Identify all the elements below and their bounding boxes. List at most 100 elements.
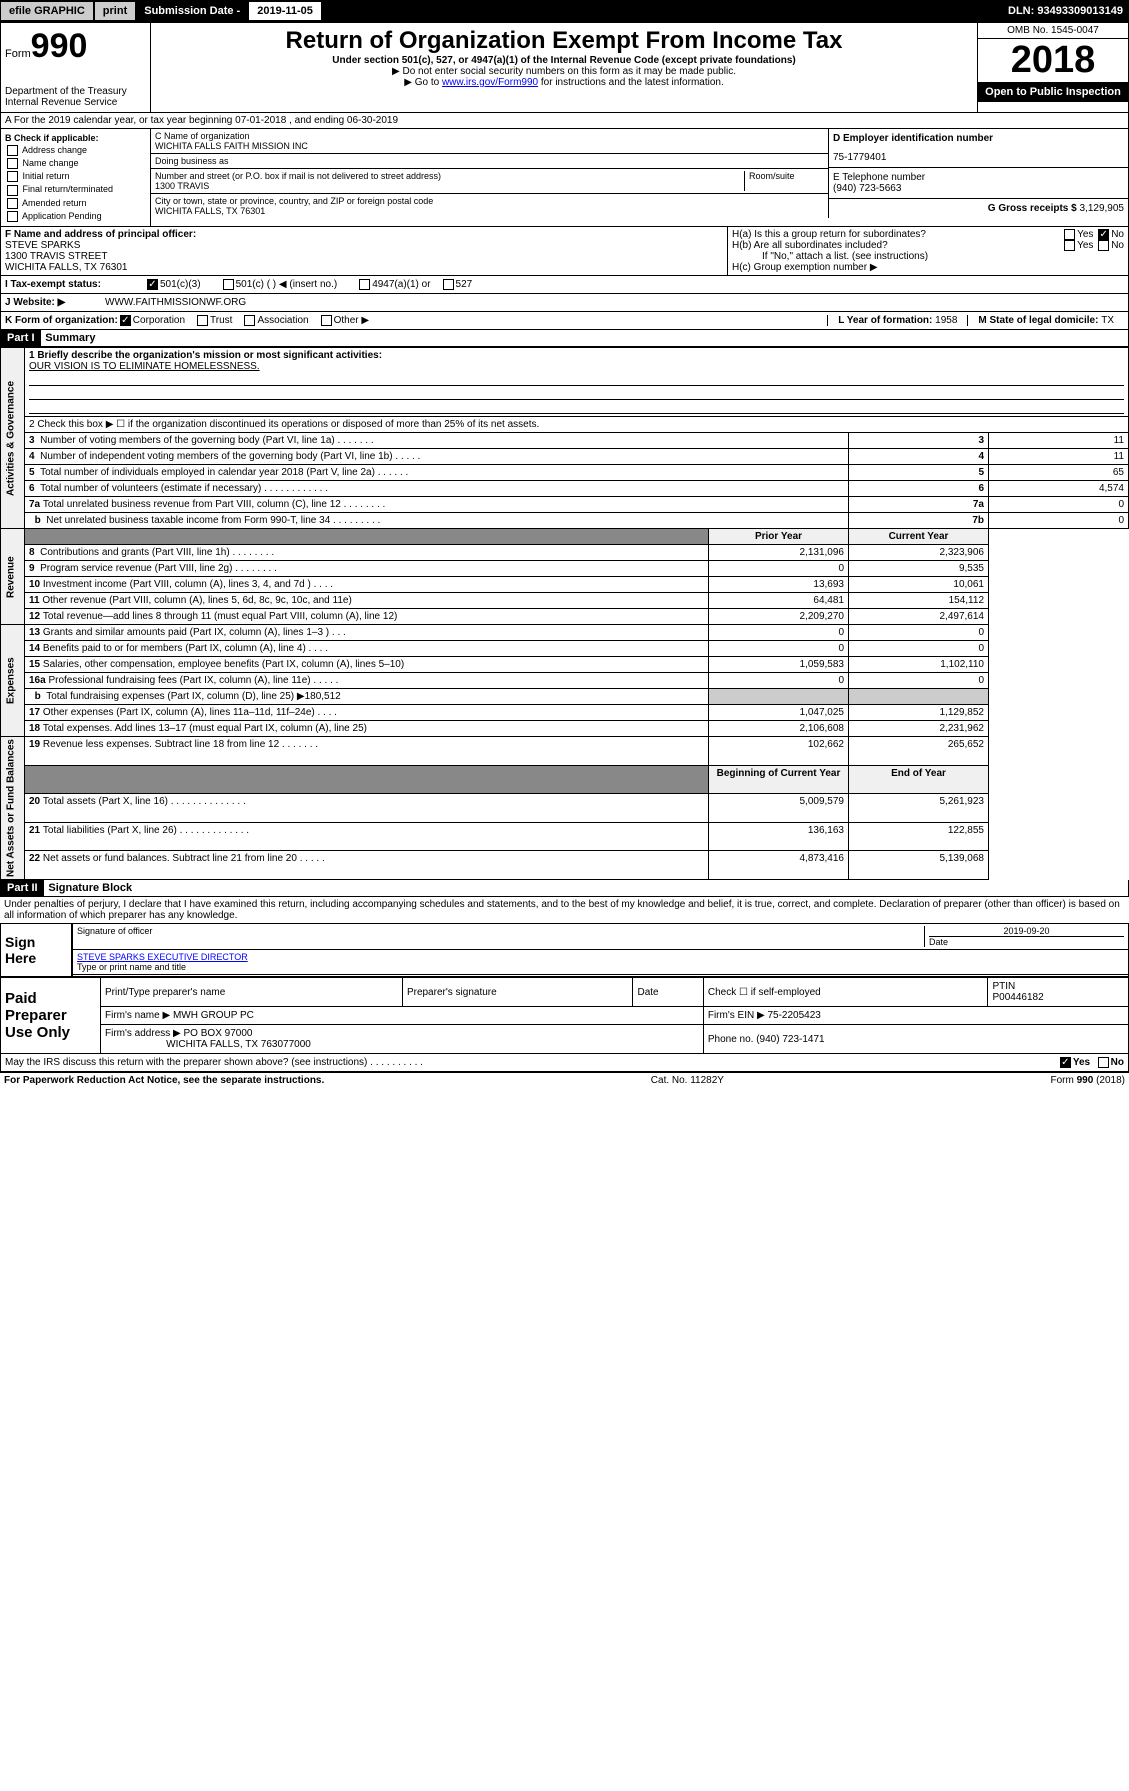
ptin-label: PTIN: [992, 981, 1015, 992]
officer-name-link[interactable]: STEVE SPARKS EXECUTIVE DIRECTOR: [77, 952, 1124, 962]
table-row: 21 Total liabilities (Part X, line 26) .…: [1, 822, 1129, 851]
tax-status-label: I Tax-exempt status:: [5, 279, 145, 290]
gross-receipts-label: G Gross receipts $: [988, 203, 1080, 214]
city-label: City or town, state or province, country…: [155, 196, 824, 206]
goto-note: ▶ Go to www.irs.gov/Form990 for instruct…: [155, 77, 973, 88]
ssn-note: ▶ Do not enter social security numbers o…: [155, 66, 973, 77]
cat-no: Cat. No. 11282Y: [651, 1075, 724, 1086]
print-link[interactable]: print: [94, 1, 136, 21]
col-b-header: B Check if applicable:: [5, 133, 146, 143]
self-employed-check[interactable]: Check ☐ if self-employed: [703, 978, 988, 1007]
cb-4947[interactable]: [359, 279, 370, 290]
col-h-group: H(a) Is this a group return for subordin…: [728, 227, 1128, 275]
cb-initial-return[interactable]: Initial return: [5, 171, 146, 182]
cb-discuss-no[interactable]: [1098, 1057, 1109, 1068]
org-name: WICHITA FALLS FAITH MISSION INC: [155, 141, 824, 151]
submission-date: 2019-11-05: [248, 1, 322, 21]
q2-discontinued: 2 Check this box ▶ ☐ if the organization…: [25, 417, 1129, 433]
firm-ein: 75-2205423: [767, 1010, 820, 1021]
table-row: b Net unrelated business taxable income …: [1, 513, 1129, 529]
dln: DLN: 93493309013149: [1008, 5, 1129, 17]
part-i-header: Part I: [1, 330, 41, 346]
part-i-title: Summary: [43, 330, 97, 346]
ein-label: D Employer identification number: [833, 133, 1124, 144]
hdr-prior-year: Prior Year: [709, 529, 849, 545]
part-i: Part I Summary: [0, 330, 1129, 347]
sig-date: 2019-09-20: [929, 926, 1124, 937]
year-box: OMB No. 1545-0047 2018 Open to Public In…: [978, 23, 1128, 112]
firm-city: WICHITA FALLS, TX 763077000: [166, 1039, 311, 1050]
officer-addr: 1300 TRAVIS STREET WICHITA FALLS, TX 763…: [5, 251, 723, 273]
table-row: 7a Total unrelated business revenue from…: [1, 497, 1129, 513]
section-net-assets: Net Assets or Fund Balances: [1, 737, 25, 880]
firm-addr: PO BOX 97000: [184, 1028, 253, 1039]
discuss-row: May the IRS discuss this return with the…: [0, 1054, 1129, 1072]
part-ii-header: Part II: [1, 880, 44, 896]
omb-number: OMB No. 1545-0047: [978, 23, 1128, 39]
cb-discuss-yes[interactable]: ✓: [1060, 1057, 1071, 1068]
cb-amended-return[interactable]: Amended return: [5, 198, 146, 209]
section-revenue: Revenue: [1, 529, 25, 625]
submission-label: Submission Date -: [136, 2, 248, 20]
cb-501c3[interactable]: ✓: [147, 279, 158, 290]
firm-name: MWH GROUP PC: [173, 1010, 254, 1021]
cb-association[interactable]: [244, 315, 255, 326]
top-bar: efile GRAPHIC print Submission Date - 20…: [0, 0, 1129, 22]
website-url: WWW.FAITHMISSIONWF.ORG: [105, 297, 246, 308]
pra-notice: For Paperwork Reduction Act Notice, see …: [4, 1075, 324, 1086]
form-ref: Form 990 (2018): [1051, 1075, 1125, 1086]
cb-name-change[interactable]: Name change: [5, 158, 146, 169]
row-k-l-m: K Form of organization: ✓ Corporation Tr…: [0, 312, 1129, 330]
form-number-box: Form990 Department of the Treasury Inter…: [1, 23, 151, 112]
h-c-label: H(c) Group exemption number ▶: [732, 262, 1124, 273]
cb-address-change[interactable]: Address change: [5, 145, 146, 156]
cb-final-return[interactable]: Final return/terminated: [5, 184, 146, 195]
cb-527[interactable]: [443, 279, 454, 290]
form-title: Return of Organization Exempt From Incom…: [155, 27, 973, 55]
state-domicile: TX: [1101, 315, 1114, 326]
h-b-note: If "No," attach a list. (see instruction…: [732, 251, 1124, 262]
ptin: P00446182: [992, 992, 1043, 1003]
website-label: J Website: ▶: [5, 297, 105, 308]
table-row: 22 Net assets or fund balances. Subtract…: [1, 851, 1129, 880]
cb-trust[interactable]: [197, 315, 208, 326]
dba-label: Doing business as: [155, 156, 229, 166]
cb-corporation[interactable]: ✓: [120, 315, 131, 326]
gross-receipts: 3,129,905: [1080, 203, 1125, 214]
prep-date-label: Date: [633, 978, 703, 1007]
cb-501c[interactable]: [223, 279, 234, 290]
table-row: 14 Benefits paid to or for members (Part…: [1, 641, 1129, 657]
state-domicile-label: M State of legal domicile:: [978, 315, 1101, 326]
paid-preparer-label: Paid Preparer Use Only: [1, 978, 101, 1054]
efile-link[interactable]: efile GRAPHIC: [0, 1, 94, 21]
col-d-e-g: D Employer identification number 75-1779…: [828, 129, 1128, 218]
cb-other[interactable]: [321, 315, 332, 326]
summary-table: Activities & Governance 1 Briefly descri…: [0, 347, 1129, 880]
firm-ein-label: Firm's EIN ▶: [708, 1010, 765, 1021]
officer-label: F Name and address of principal officer:: [5, 229, 723, 240]
tax-year: 2018: [978, 39, 1128, 82]
form-subtitle: Under section 501(c), 527, or 4947(a)(1)…: [155, 55, 973, 66]
row-a-tax-year: A For the 2019 calendar year, or tax yea…: [0, 113, 1129, 129]
phone: (940) 723-5663: [833, 183, 1124, 194]
org-name-label: C Name of organization: [155, 131, 824, 141]
table-row: 6 Total number of volunteers (estimate i…: [1, 481, 1129, 497]
row-j-website: J Website: ▶ WWW.FAITHMISSIONWF.ORG: [0, 294, 1129, 312]
table-row: 3 Number of voting members of the govern…: [1, 433, 1129, 449]
h-b-label: H(b) Are all subordinates included?: [732, 240, 888, 251]
sig-date-label: Date: [929, 937, 1124, 947]
open-inspection: Open to Public Inspection: [978, 82, 1128, 102]
irs-link[interactable]: www.irs.gov/Form990: [442, 77, 538, 88]
year-formation-label: L Year of formation:: [838, 315, 935, 326]
title-box: Return of Organization Exempt From Incom…: [151, 23, 978, 112]
table-row: 5 Total number of individuals employed i…: [1, 465, 1129, 481]
prep-name-label: Print/Type preparer's name: [101, 978, 403, 1007]
hdr-end: End of Year: [849, 765, 989, 794]
table-row: 4 Number of independent voting members o…: [1, 449, 1129, 465]
table-row: 18 Total expenses. Add lines 13–17 (must…: [1, 721, 1129, 737]
table-row: 9 Program service revenue (Part VIII, li…: [1, 561, 1129, 577]
cb-application-pending[interactable]: Application Pending: [5, 211, 146, 222]
firm-phone: (940) 723-1471: [756, 1034, 824, 1045]
perjury-statement: Under penalties of perjury, I declare th…: [0, 897, 1129, 923]
address: 1300 TRAVIS: [155, 181, 744, 191]
